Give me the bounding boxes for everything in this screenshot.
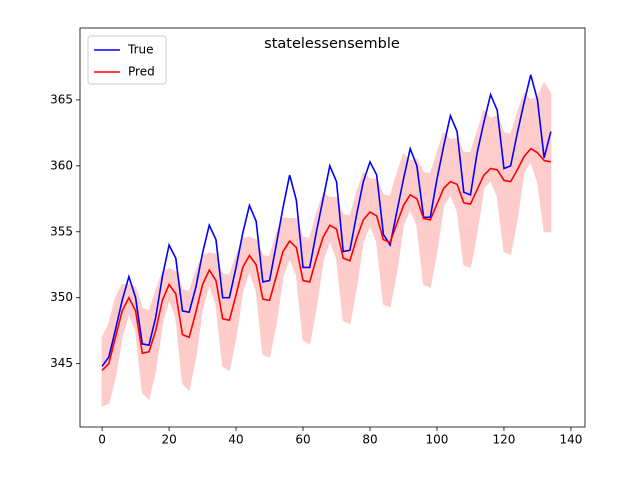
x-tick-label: 120	[493, 433, 516, 447]
x-tick-label: 0	[98, 433, 106, 447]
confidence-band	[101, 81, 552, 407]
x-tick-label: 60	[295, 433, 310, 447]
x-tick-label: 40	[228, 433, 243, 447]
x-tick-label: 140	[559, 433, 582, 447]
y-tick-label: 360	[50, 158, 73, 172]
legend-label: Pred	[128, 65, 155, 79]
series-line	[101, 74, 552, 367]
y-tick-label: 350	[50, 290, 73, 304]
y-tick-label: 355	[50, 224, 73, 238]
y-tick-label: 365	[50, 92, 73, 106]
legend-label: True	[127, 43, 154, 57]
y-tick-label: 345	[50, 356, 73, 370]
plot-frame	[79, 27, 586, 428]
legend: True Pred	[87, 35, 167, 85]
x-tick-label: 80	[362, 433, 377, 447]
chart-title: statelessensemble	[264, 36, 400, 52]
x-tick-label: 20	[161, 433, 176, 447]
x-tick-label: 100	[426, 433, 449, 447]
series-line	[101, 147, 551, 371]
